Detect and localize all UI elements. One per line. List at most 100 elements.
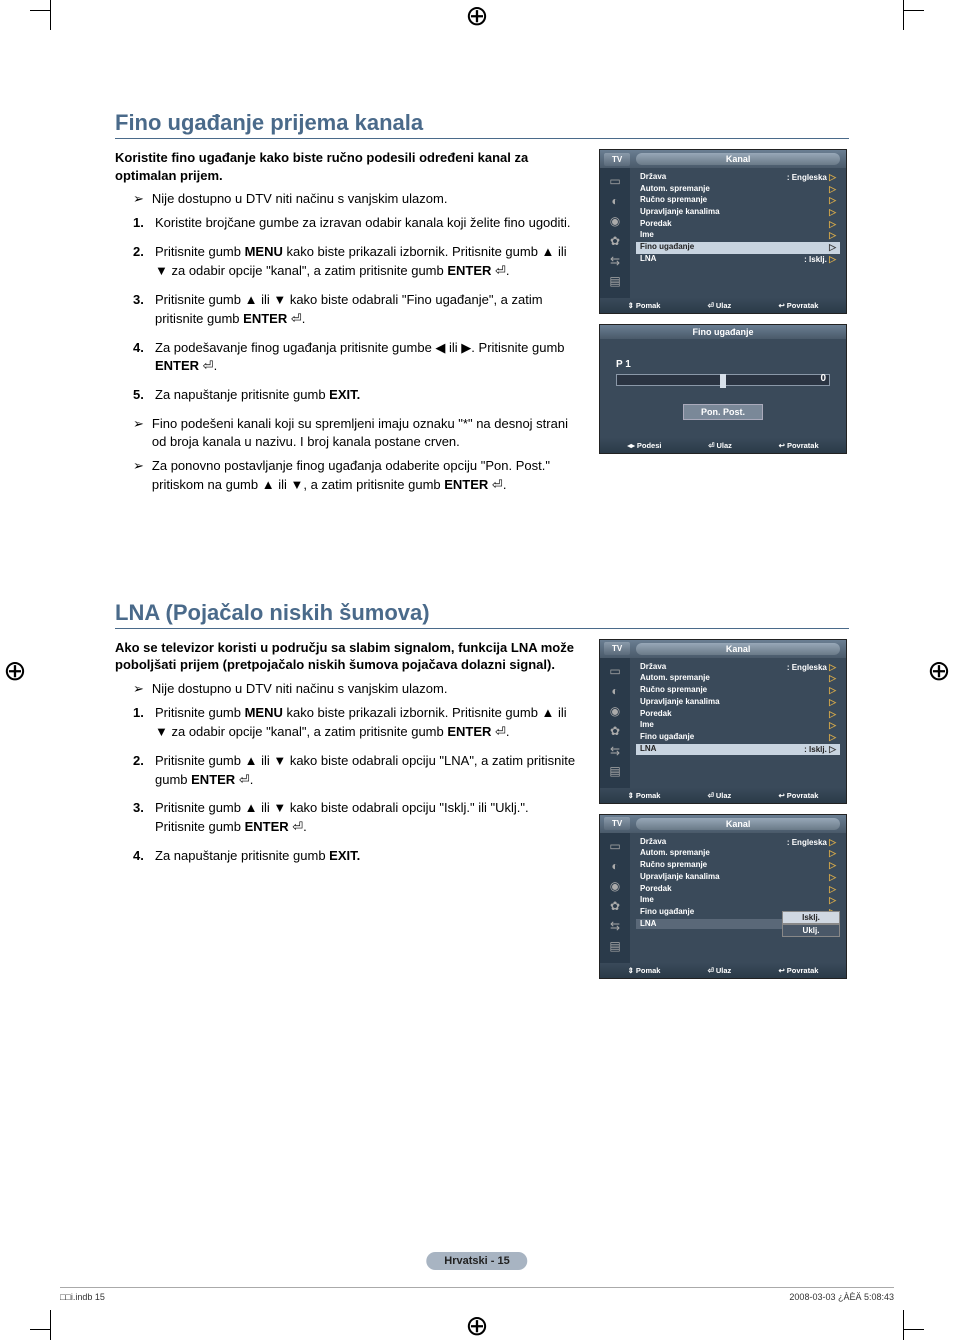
step-3: Pritisnite gumb ▲ ili ▼ kako biste odabr… bbox=[133, 799, 581, 837]
menu-item-upravljanje: Upravljanje kanalima▷ bbox=[636, 872, 840, 884]
tv-footer: ⇕ Pomak ⏎ Ulaz ↩ Povratak bbox=[600, 788, 846, 803]
menu-item-fino-selected: Fino ugađanje▷ bbox=[636, 242, 840, 254]
menu-item-poredak: Poredak▷ bbox=[636, 219, 840, 231]
sound-icon: ◐ bbox=[611, 684, 618, 698]
ft-value: 0 bbox=[820, 373, 826, 384]
note-arrow-icon: ➢ bbox=[133, 457, 144, 493]
steps-list: Koristite brojčane gumbe za izravan odab… bbox=[133, 214, 581, 405]
note-line: ➢ Nije dostupno u DTV niti načinu s vanj… bbox=[133, 190, 581, 208]
step-1: Pritisnite gumb MENU kako biste prikazal… bbox=[133, 704, 581, 742]
picture-icon: ▭ bbox=[609, 664, 620, 678]
setup-icon: ✿ bbox=[610, 724, 620, 738]
note-line: ➢ Za ponovno postavljanje finog ugađanja… bbox=[133, 457, 581, 493]
tv-sidebar-icons: ▭ ◐ ◉ ✿ ⇆ ▤ bbox=[600, 658, 630, 788]
dtv-icon: ▤ bbox=[609, 764, 620, 778]
note-text: Nije dostupno u DTV niti načinu s vanjsk… bbox=[152, 680, 448, 698]
note-arrow-icon: ➢ bbox=[133, 680, 144, 698]
intro-text: Koristite fino ugađanje kako biste ručno… bbox=[115, 149, 581, 184]
menu-item-rucno: Ručno spremanje▷ bbox=[636, 685, 840, 697]
enter-icon: ⏎ bbox=[708, 301, 714, 310]
return-icon: ↩ bbox=[778, 301, 784, 310]
enter-icon: ⏎ bbox=[708, 441, 714, 450]
menu-item-fino: Fino ugađanje▷ bbox=[636, 732, 840, 744]
menu-item-lna: LNA: Isklj. ▷ bbox=[636, 254, 840, 266]
section-lna: LNA (Pojačalo niskih šumova) Ako se tele… bbox=[115, 600, 849, 979]
menu-item-poredak: Poredak▷ bbox=[636, 709, 840, 721]
return-icon: ↩ bbox=[779, 441, 785, 450]
tv-tab: TV bbox=[604, 642, 630, 655]
section-title: LNA (Pojačalo niskih šumova) bbox=[115, 600, 849, 629]
note-line: ➢ Fino podešeni kanali koji su spremljen… bbox=[133, 415, 581, 451]
page-number-badge: Hrvatski - 15 bbox=[426, 1252, 527, 1270]
footer-left: □□i.indb 15 bbox=[60, 1292, 105, 1302]
intro-text: Ako se televizor koristi u području sa s… bbox=[115, 639, 581, 674]
note-arrow-icon: ➢ bbox=[133, 415, 144, 451]
lna-option-off: Isklj. bbox=[782, 911, 840, 924]
note-text: Za ponovno postavljanje finog ugađanja o… bbox=[152, 457, 581, 493]
tv-tab: TV bbox=[604, 153, 630, 166]
note-text: Nije dostupno u DTV niti načinu s vanjsk… bbox=[152, 190, 448, 208]
steps-list: Pritisnite gumb MENU kako biste prikazal… bbox=[133, 704, 581, 866]
move-icon: ⇕ bbox=[628, 301, 634, 310]
step-2: Pritisnite gumb MENU kako biste prikazal… bbox=[133, 243, 581, 281]
menu-item-drzava: Država: Engleska ▷ bbox=[636, 172, 840, 184]
picture-icon: ▭ bbox=[609, 174, 620, 188]
tv-footer: ⇕ Pomak ⏎ Ulaz ↩ Povratak bbox=[600, 298, 846, 313]
ft-slider bbox=[616, 374, 830, 386]
picture-icon: ▭ bbox=[609, 839, 620, 853]
adjust-icon: ◂▸ bbox=[627, 441, 635, 450]
input-icon: ⇆ bbox=[610, 744, 620, 758]
registration-mark-icon bbox=[462, 1310, 492, 1340]
menu-item-drzava: Država: Engleska ▷ bbox=[636, 662, 840, 674]
menu-item-autom: Autom. spremanje▷ bbox=[636, 673, 840, 685]
menu-item-rucno: Ručno spremanje▷ bbox=[636, 860, 840, 872]
tv-menu-lna-screenshot: TV Kanal ▭ ◐ ◉ ✿ ⇆ ▤ Država: bbox=[599, 639, 847, 804]
fine-tune-screenshot: Fino ugađanje P 1 0 Pon. Post. ◂▸ Podesi… bbox=[599, 324, 847, 454]
tv-menu-lna-options-screenshot: TV Kanal ▭ ◐ ◉ ✿ ⇆ ▤ Država: bbox=[599, 814, 847, 979]
lna-dropdown: Isklj. Uklj. bbox=[782, 911, 840, 937]
menu-item-ime: Ime▷ bbox=[636, 895, 840, 907]
input-icon: ⇆ bbox=[610, 919, 620, 933]
note-line: ➢ Nije dostupno u DTV niti načinu s vanj… bbox=[133, 680, 581, 698]
menu-item-autom: Autom. spremanje▷ bbox=[636, 184, 840, 196]
step-2: Pritisnite gumb ▲ ili ▼ kako biste odabr… bbox=[133, 752, 581, 790]
tv-footer: ◂▸ Podesi ⏎ Ulaz ↩ Povratak bbox=[600, 438, 846, 453]
sound-icon: ◐ bbox=[611, 194, 618, 208]
dtv-icon: ▤ bbox=[609, 274, 620, 288]
step-1: Koristite brojčane gumbe za izravan odab… bbox=[133, 214, 581, 233]
tv-menu-screenshot: TV Kanal ▭ ◐ ◉ ✿ ⇆ ▤ Država: bbox=[599, 149, 847, 314]
note-text: Fino podešeni kanali koji su spremljeni … bbox=[152, 415, 581, 451]
setup-icon: ✿ bbox=[610, 234, 620, 248]
tv-footer: ⇕ Pomak ⏎ Ulaz ↩ Povratak bbox=[600, 963, 846, 978]
channel-icon: ◉ bbox=[610, 879, 620, 893]
ft-channel: P 1 bbox=[616, 359, 830, 370]
enter-icon: ⏎ bbox=[708, 966, 714, 975]
enter-icon: ⏎ bbox=[708, 791, 714, 800]
menu-item-drzava: Država: Engleska ▷ bbox=[636, 837, 840, 849]
menu-item-ime: Ime▷ bbox=[636, 720, 840, 732]
print-footer: □□i.indb 15 2008-03-03 ¿ÀÈÄ 5:08:43 bbox=[60, 1287, 894, 1302]
return-icon: ↩ bbox=[778, 966, 784, 975]
note-arrow-icon: ➢ bbox=[133, 190, 144, 208]
dtv-icon: ▤ bbox=[609, 939, 620, 953]
sound-icon: ◐ bbox=[611, 859, 618, 873]
ft-reset-button: Pon. Post. bbox=[683, 404, 763, 420]
menu-item-lna-selected: LNA: Isklj. ▷ bbox=[636, 744, 840, 756]
channel-icon: ◉ bbox=[610, 704, 620, 718]
footer-right: 2008-03-03 ¿ÀÈÄ 5:08:43 bbox=[789, 1292, 894, 1302]
tv-menu-title: Kanal bbox=[636, 643, 840, 655]
move-icon: ⇕ bbox=[628, 791, 634, 800]
tv-sidebar-icons: ▭ ◐ ◉ ✿ ⇆ ▤ bbox=[600, 833, 630, 963]
step-5: Za napuštanje pritisnite gumb EXIT. bbox=[133, 386, 581, 405]
section-fine-tune: Fino ugađanje prijema kanala Koristite f… bbox=[115, 110, 849, 500]
menu-item-autom: Autom. spremanje▷ bbox=[636, 848, 840, 860]
step-3: Pritisnite gumb ▲ ili ▼ kako biste odabr… bbox=[133, 291, 581, 329]
step-4: Za napuštanje pritisnite gumb EXIT. bbox=[133, 847, 581, 866]
lna-option-on: Uklj. bbox=[782, 924, 840, 937]
menu-item-upravljanje: Upravljanje kanalima▷ bbox=[636, 697, 840, 709]
ft-title: Fino ugađanje bbox=[600, 325, 846, 339]
channel-icon: ◉ bbox=[610, 214, 620, 228]
tv-sidebar-icons: ▭ ◐ ◉ ✿ ⇆ ▤ bbox=[600, 168, 630, 298]
input-icon: ⇆ bbox=[610, 254, 620, 268]
return-icon: ↩ bbox=[778, 791, 784, 800]
